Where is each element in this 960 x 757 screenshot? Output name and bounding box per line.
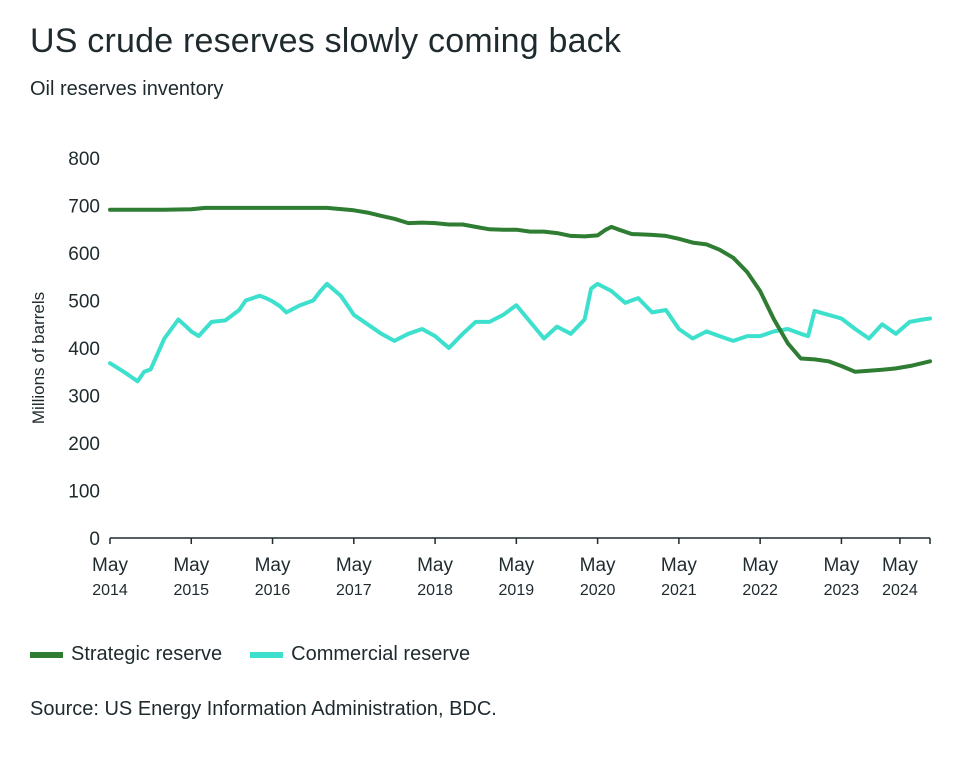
legend-label-strategic: Strategic reserve [71,643,223,665]
legend-item-strategic: Strategic reserve [30,643,222,666]
x-tick-label-year: 2021 [661,582,697,599]
x-tick-label-month: May [498,555,534,576]
y-tick-label: 300 [68,387,100,408]
y-tick-label: 800 [68,149,100,170]
x-tick-label-year: 2018 [417,582,453,599]
legend-swatch-commercial [250,651,284,658]
x-tick-label-year: 2017 [336,582,372,599]
x-tick-label-year: 2020 [580,582,616,599]
line-chart: 0 100 200 300 400 500 600 700 800 May 2014 May 2015… [29,149,932,599]
x-tick-label-month: May [417,555,453,576]
legend: Strategic reserve Commercial reserve [30,643,498,666]
x-tick-label-year: 2014 [92,582,128,599]
y-tick-label: 200 [68,434,100,455]
x-tick-label-year: 2024 [882,582,918,599]
legend-swatch-strategic [30,651,63,658]
x-tick-label-year: 2023 [824,582,860,599]
x-tick-label-year: 2022 [742,582,778,599]
series-line-strategic [108,205,932,374]
y-tick-label: 500 [68,292,100,313]
x-tick-label-month: May [742,555,778,576]
x-tick-label-month: May [255,555,291,576]
x-tick-label-month: May [823,555,859,576]
x-tick-label-month: May [580,555,616,576]
chart-subtitle: Oil reserves inventory [30,78,224,100]
x-tick-label-month: May [661,555,697,576]
y-tick-label: 600 [68,244,100,265]
y-tick-label: 100 [68,482,100,503]
chart-title: US crude reserves slowly coming back [30,22,622,60]
x-axis: May 2014 May 2015 May 2016 May 2017 May 2018 May 20… [92,537,931,599]
series-line-commercial [108,281,932,384]
y-tick-label: 0 [89,529,100,550]
x-tick-label-month: May [882,555,918,576]
y-axis-ticks: 0 100 200 300 400 500 600 700 800 [68,149,100,550]
x-tick-label-month: May [173,555,209,576]
y-axis-label: Millions of barrels [29,292,48,424]
legend-item-commercial: Commercial reserve [250,643,470,666]
legend-label-commercial: Commercial reserve [291,643,471,665]
x-tick-label-year: 2019 [499,582,535,599]
y-tick-label: 400 [68,339,100,360]
x-tick-label-year: 2016 [255,582,291,599]
y-tick-label: 700 [68,197,100,218]
series-layer [108,205,932,384]
x-tick-label-year: 2015 [173,582,209,599]
x-tick-label-month: May [92,555,128,576]
x-tick-label-month: May [336,555,372,576]
source-note: Source: US Energy Information Administra… [30,698,497,720]
